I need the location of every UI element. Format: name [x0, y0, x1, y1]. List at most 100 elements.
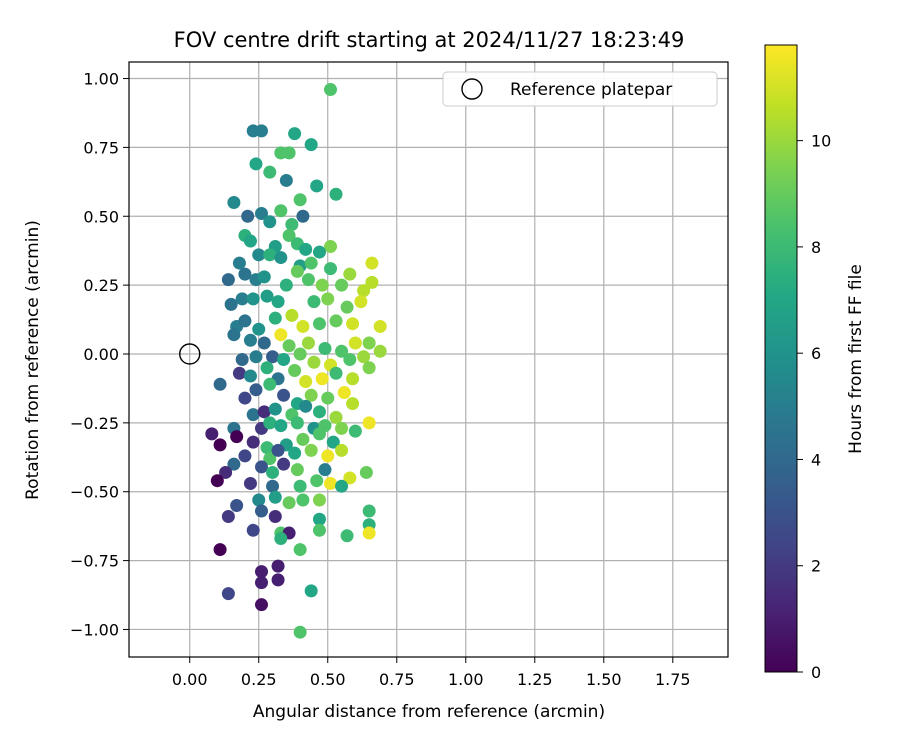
data-point	[221, 587, 235, 601]
data-point	[227, 195, 241, 209]
data-point	[310, 474, 324, 488]
data-point	[257, 270, 271, 284]
data-point	[293, 543, 307, 557]
data-point	[213, 543, 227, 557]
data-point	[285, 218, 299, 232]
data-point	[304, 256, 318, 270]
colorbar-tick-label: 4	[811, 450, 821, 469]
data-point	[238, 314, 252, 328]
data-point	[210, 474, 224, 488]
legend: Reference platepar	[442, 71, 718, 107]
data-point	[296, 319, 310, 333]
data-point	[252, 493, 266, 507]
data-point	[299, 375, 313, 389]
data-point	[266, 479, 280, 493]
data-point	[213, 438, 227, 452]
data-point	[312, 523, 326, 537]
data-point	[321, 292, 335, 306]
data-point	[224, 297, 238, 311]
data-point	[348, 336, 362, 350]
data-point	[268, 510, 282, 524]
data-point	[271, 295, 285, 309]
y-tick-label: 0.00	[83, 345, 119, 364]
data-point	[304, 138, 318, 152]
data-point	[293, 193, 307, 207]
data-point	[266, 465, 280, 479]
data-point	[348, 424, 362, 438]
data-point	[260, 361, 274, 375]
data-point	[365, 256, 379, 270]
y-tick-label: 1.00	[83, 70, 119, 89]
colorbar-ticks: 0 2 4 6 8 10	[797, 132, 831, 682]
data-point	[274, 251, 288, 265]
plot-area	[179, 83, 387, 639]
data-point	[340, 529, 354, 543]
data-point	[238, 391, 252, 405]
colorbar-tick-label: 10	[811, 132, 831, 151]
data-point	[329, 314, 343, 328]
x-tick-label: 1.75	[655, 670, 691, 689]
data-point	[271, 443, 285, 457]
y-tick-label: −1.00	[70, 620, 119, 639]
data-point	[266, 350, 280, 364]
y-tick-label: 0.25	[83, 276, 119, 295]
data-point	[296, 493, 310, 507]
reference-platepar-marker	[179, 343, 201, 365]
data-point	[274, 419, 288, 433]
data-point	[362, 526, 376, 540]
data-point	[362, 361, 376, 375]
data-point	[293, 625, 307, 639]
data-point	[263, 452, 277, 466]
data-point	[205, 427, 219, 441]
data-point	[243, 333, 257, 347]
data-point	[263, 416, 277, 430]
data-point	[219, 465, 233, 479]
data-point	[241, 209, 255, 223]
data-point	[243, 234, 257, 248]
data-point	[340, 300, 354, 314]
y-tick-label: 0.50	[83, 207, 119, 226]
data-point	[288, 364, 302, 378]
y-axis-label: Rotation from reference (arcmin)	[23, 220, 43, 500]
data-point	[318, 463, 332, 477]
colorbar-label: Hours from first FF file	[846, 264, 866, 454]
data-point	[290, 416, 304, 430]
data-point	[362, 336, 376, 350]
data-point	[249, 350, 263, 364]
data-point	[254, 576, 268, 590]
data-point	[304, 443, 318, 457]
data-point	[324, 262, 338, 276]
data-point	[232, 366, 246, 380]
data-point	[324, 83, 338, 97]
grid-lines	[129, 62, 728, 657]
data-point	[260, 441, 274, 455]
data-point	[310, 179, 324, 193]
data-point	[329, 187, 343, 201]
data-point	[277, 353, 291, 366]
data-point	[263, 377, 277, 391]
chart-title: FOV centre drift starting at 2024/11/27 …	[174, 28, 685, 52]
data-point	[301, 336, 315, 350]
data-point	[227, 328, 241, 342]
data-point	[312, 493, 326, 507]
data-point	[362, 416, 376, 430]
data-point	[321, 449, 335, 463]
colorbar-tick-label: 2	[811, 557, 821, 576]
legend-box	[442, 71, 718, 107]
data-point	[246, 408, 260, 422]
x-tick-label: 1.25	[517, 670, 553, 689]
data-point	[346, 397, 360, 411]
y-axis-ticks: 1.00 0.75 0.50 0.25 0.00 −0.25 −0.50 −0.75 −1.00	[70, 70, 129, 639]
data-point	[321, 391, 335, 405]
data-point	[293, 347, 307, 361]
data-point	[221, 510, 235, 524]
data-point	[293, 479, 307, 493]
data-point	[285, 308, 299, 322]
data-point	[290, 463, 304, 477]
data-point	[315, 278, 329, 292]
data-point	[268, 490, 282, 504]
data-point	[324, 240, 338, 254]
data-point	[312, 427, 326, 441]
data-point	[299, 399, 313, 413]
